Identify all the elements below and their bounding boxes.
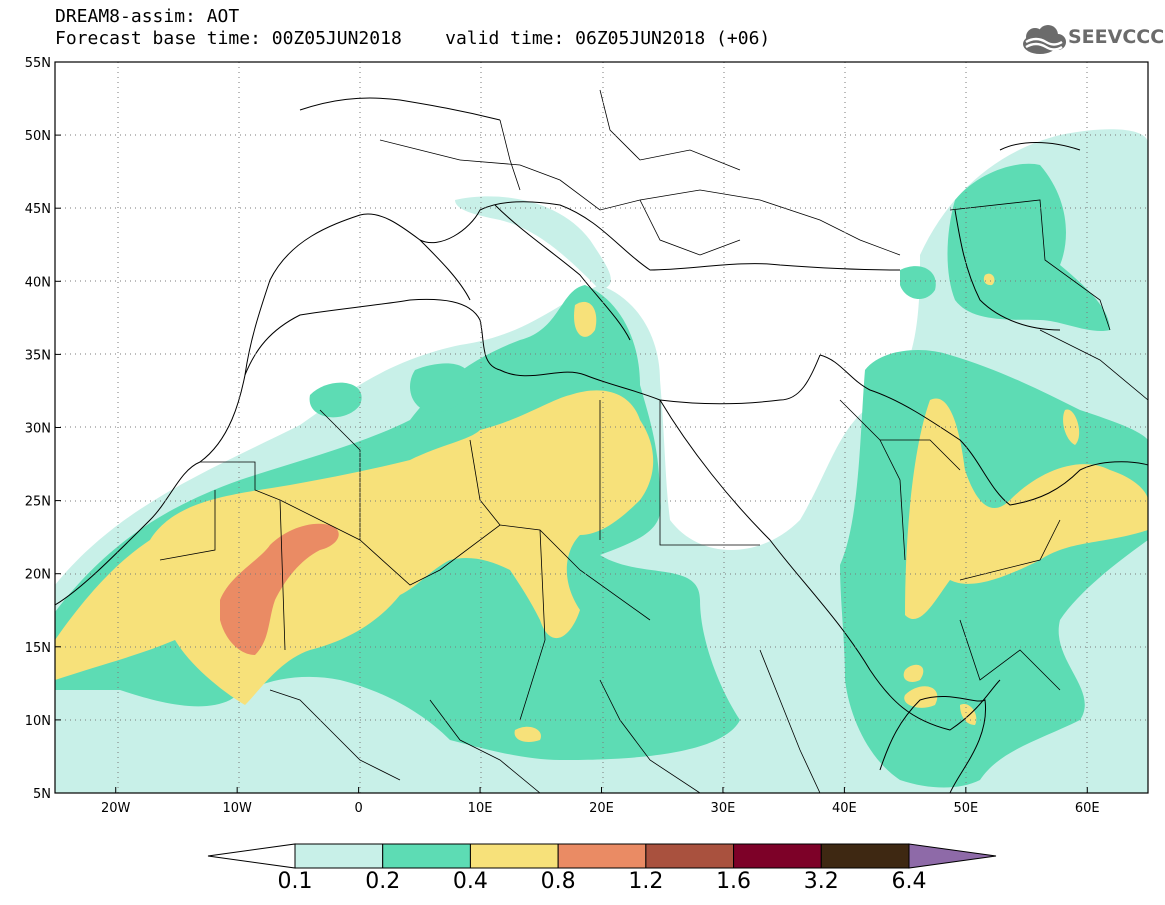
lat-tick-label: 15N [25, 641, 51, 656]
latitude-axis: 55N 50N 45N 40N 35N 30N 25N 20N 15N 10N 5N [25, 56, 61, 802]
colorbar-level-label: 6.4 [891, 869, 927, 894]
colorbar-segment [382, 843, 471, 869]
lat-tick-label: 55N [25, 56, 51, 71]
lat-tick-label: 20N [25, 568, 51, 583]
lat-tick-label: 30N [25, 422, 51, 437]
lon-tick-label: 10E [468, 801, 493, 816]
lat-tick-label: 35N [25, 348, 51, 363]
lat-tick-label: 45N [25, 202, 51, 217]
colorbar-level-label: 0.8 [540, 869, 576, 894]
colorbar-level-label: 0.2 [365, 869, 401, 894]
country-borders [159, 89, 1148, 793]
lon-tick-label: 10W [222, 801, 252, 816]
colorbar-level-label: 1.2 [628, 869, 664, 894]
colorbar-segment [294, 843, 384, 869]
lon-tick-label: 20W [101, 801, 131, 816]
map-grid [55, 62, 1148, 793]
lon-tick-label: 0 [354, 801, 362, 816]
logo-text: SEEVCCC [1068, 26, 1165, 48]
colorbar-segment [645, 843, 735, 869]
colorbar-level-label: 3.2 [803, 869, 839, 894]
lat-tick-label: 5N [33, 787, 51, 802]
title-model-field: DREAM8-assim: AOT [55, 6, 240, 27]
colorbar-level-label: 0.4 [452, 869, 488, 894]
colorbar-arrow-low [207, 843, 296, 869]
lon-tick-label: 20E [589, 801, 614, 816]
lon-tick-label: 50E [953, 801, 978, 816]
colorbar-level-label: 0.1 [277, 869, 313, 894]
colorbar-arrow-high [908, 843, 997, 869]
lat-tick-label: 25N [25, 495, 51, 510]
colorbar-segment [733, 843, 822, 869]
colorbar [207, 843, 997, 869]
aot-band-0.4 [55, 273, 1148, 742]
aot-band-0.8 [220, 523, 339, 655]
lat-tick-label: 10N [25, 714, 51, 729]
lat-tick-label: 40N [25, 275, 51, 290]
colorbar-level-label: 1.6 [716, 869, 752, 894]
coastlines [55, 97, 1148, 793]
colorbar-segment [469, 843, 559, 869]
lon-tick-label: 60E [1075, 801, 1100, 816]
title-forecast-times: Forecast base time: 00Z05JUN2018 valid t… [55, 28, 771, 49]
colorbar-segment [557, 843, 647, 869]
cloud-icon [1023, 25, 1066, 54]
lat-tick-label: 50N [25, 129, 51, 144]
lon-tick-label: 40E [832, 801, 857, 816]
lon-tick-label: 30E [711, 801, 736, 816]
colorbar-segment [820, 843, 910, 869]
longitude-axis: 20W 10W 0 10E 20E 30E 40E 50E 60E [101, 787, 1100, 816]
